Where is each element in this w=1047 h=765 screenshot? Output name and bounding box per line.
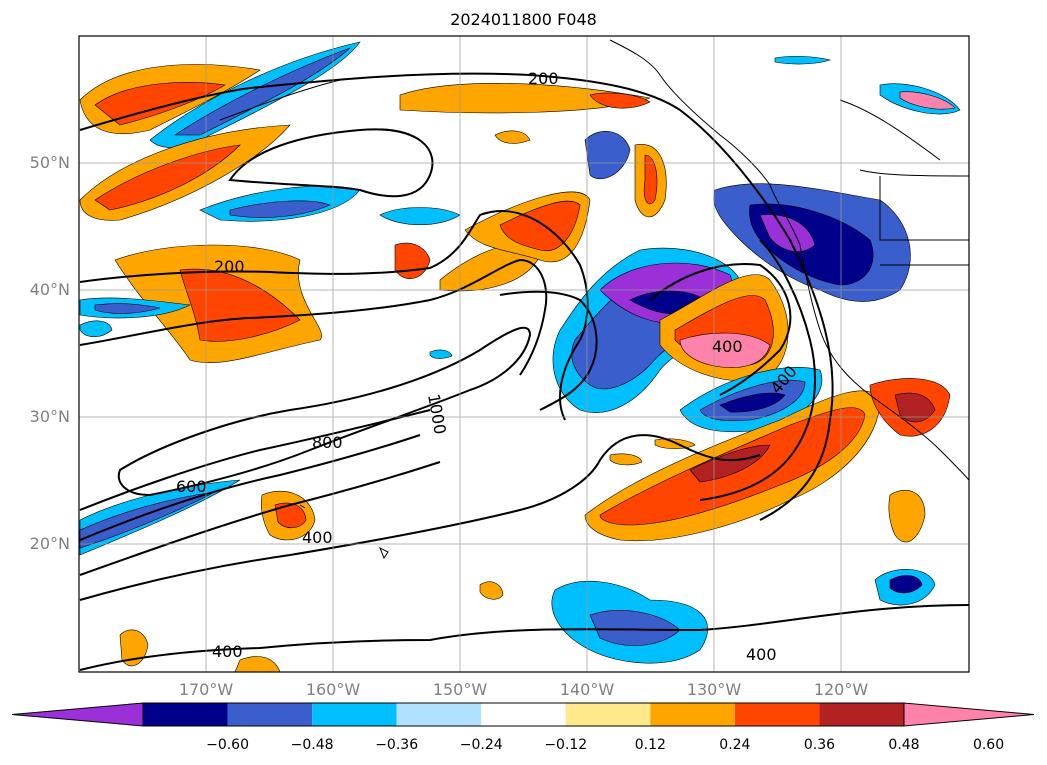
colorbar-swatch bbox=[481, 703, 566, 726]
colorbar-tick-label: −0.36 bbox=[375, 737, 419, 753]
colorbar-swatch bbox=[819, 703, 904, 726]
colorbar-frame bbox=[142, 702, 905, 727]
contour-label: 200 bbox=[214, 257, 245, 276]
colorbar-swatch bbox=[734, 703, 820, 726]
colorbar bbox=[11, 702, 1035, 727]
map-title: 2024011800 F048 bbox=[450, 10, 597, 29]
map-frame bbox=[78, 35, 970, 673]
lat-label: 40°N bbox=[29, 280, 70, 299]
lat-label: 30°N bbox=[29, 407, 70, 426]
map-field: 200 200 400 400 400 400 600 800 1000 400 bbox=[79, 36, 969, 672]
lon-label: 120°W bbox=[813, 680, 869, 699]
colorbar-tick-label: 0.48 bbox=[888, 737, 920, 753]
colorbar-tick-label: −0.48 bbox=[290, 737, 334, 753]
colorbar-tick-label: 0.24 bbox=[719, 737, 751, 753]
colorbar-extend-low bbox=[11, 702, 144, 727]
gridlines bbox=[79, 36, 969, 672]
colorbar-tick-label: −0.12 bbox=[544, 737, 588, 753]
colorbar-tick-label: −0.24 bbox=[459, 737, 503, 753]
colorbar-swatch bbox=[396, 703, 482, 726]
colorbar-tick-label: 0.12 bbox=[634, 737, 666, 753]
colorbar-tick-label: 0.36 bbox=[803, 737, 836, 753]
contour-label: 400 bbox=[302, 528, 333, 547]
lat-label: 20°N bbox=[29, 534, 70, 553]
colorbar-swatch bbox=[143, 703, 228, 726]
colorbar-swatch bbox=[565, 703, 651, 726]
contour-label: 400 bbox=[212, 642, 243, 661]
contour-label: 800 bbox=[312, 433, 343, 452]
contour-lines bbox=[79, 72, 969, 671]
colorbar-swatch bbox=[312, 703, 397, 726]
contour-label: 600 bbox=[176, 477, 207, 496]
colorbar-extend-high bbox=[903, 702, 1035, 727]
contour-label: 400 bbox=[746, 645, 777, 664]
lon-label: 130°W bbox=[686, 680, 742, 699]
coastlines bbox=[219, 39, 969, 560]
colorbar-tick-label: 0.60 bbox=[972, 737, 1005, 753]
lon-label: 170°W bbox=[178, 680, 234, 699]
contour-label: 200 bbox=[528, 69, 559, 88]
lat-label: 50°N bbox=[29, 153, 70, 172]
colorbar-tick-label: −0.60 bbox=[206, 737, 249, 753]
lon-label: 160°W bbox=[305, 680, 361, 699]
shading-layer bbox=[79, 41, 961, 672]
colorbar-swatch bbox=[650, 703, 735, 726]
contour-label: 400 bbox=[712, 337, 743, 356]
lon-label: 150°W bbox=[432, 680, 488, 699]
lon-label: 140°W bbox=[559, 680, 615, 699]
colorbar-swatch bbox=[227, 703, 313, 726]
